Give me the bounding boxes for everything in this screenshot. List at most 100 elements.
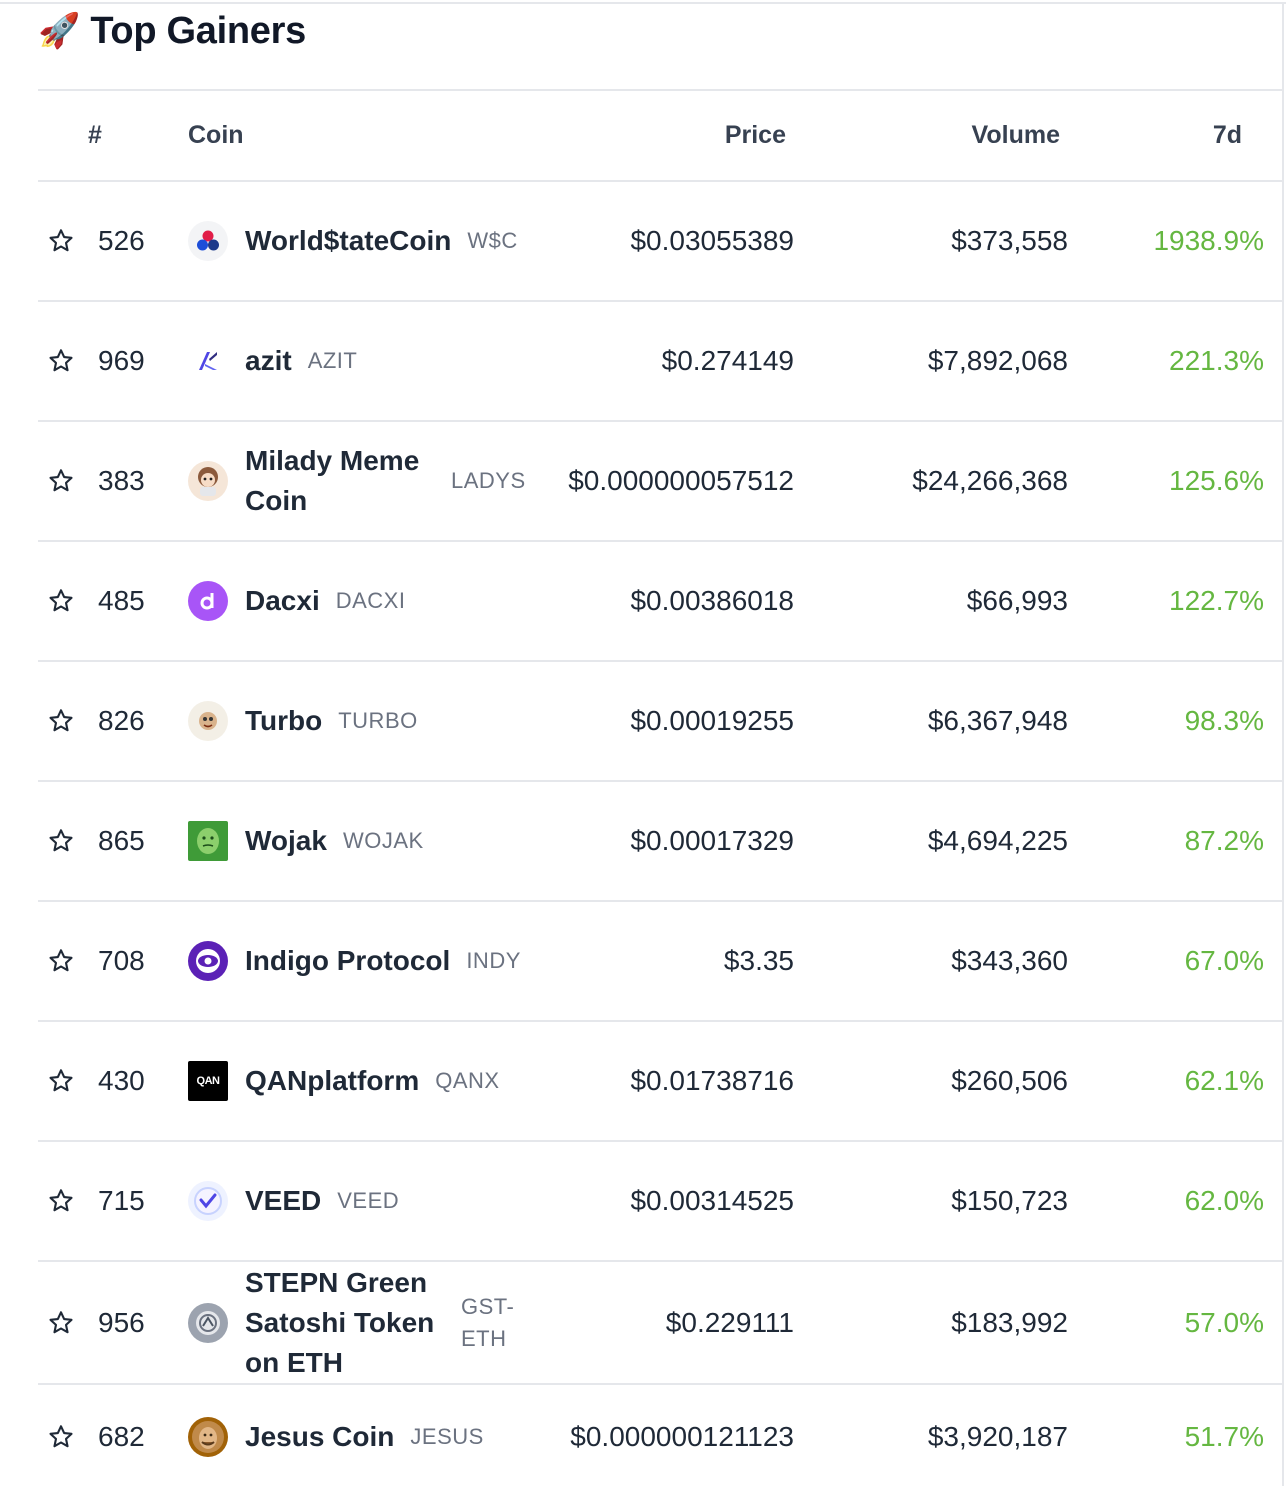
coin-link[interactable]: QAN QANplatform QANX <box>188 1022 558 1140</box>
coin-price: $0.00314525 <box>630 1185 794 1216</box>
jesus-coin-logo-icon <box>188 1417 228 1457</box>
column-header-price[interactable]: Price <box>724 121 786 149</box>
coin-volume: $260,506 <box>951 1065 1068 1096</box>
table-row[interactable]: 969 azit AZIT $0.274149 $7,892,068 221.3% <box>38 300 1284 420</box>
top-border <box>0 2 1286 4</box>
coin-volume: $6,367,948 <box>927 705 1068 736</box>
favorite-star-icon[interactable] <box>47 587 75 615</box>
coin-rank: 485 <box>98 585 145 616</box>
coin-rank: 969 <box>98 345 145 376</box>
coin-link[interactable]: azit AZIT <box>188 302 558 420</box>
coin-name[interactable]: Dacxi <box>245 585 320 616</box>
favorite-star-icon[interactable] <box>47 1067 75 1095</box>
table-row[interactable]: 865 Wojak WOJAK $0.00017329 $4,694,225 87.2% <box>38 780 1284 900</box>
coin-price: $0.03055389 <box>630 225 794 256</box>
favorite-star-icon[interactable] <box>47 1423 75 1451</box>
coin-price: $0.00386018 <box>630 585 794 616</box>
coin-7d-change: 125.6% <box>1169 465 1264 496</box>
favorite-star-icon[interactable] <box>47 467 75 495</box>
favorite-star-icon[interactable] <box>47 707 75 735</box>
coin-name[interactable]: Turbo <box>245 705 323 736</box>
coin-7d-change: 62.1% <box>1184 1065 1264 1096</box>
turbo-logo-icon <box>188 701 228 741</box>
coin-link[interactable]: Jesus Coin JESUS <box>188 1385 558 1489</box>
coin-price: $0.274149 <box>661 345 794 376</box>
coin-name[interactable]: World$tateCoin <box>245 225 452 256</box>
coin-symbol: WOJAK <box>342 828 424 853</box>
coin-price: $0.00017329 <box>630 825 794 856</box>
coin-rank: 715 <box>98 1185 145 1216</box>
coin-name[interactable]: Milady Meme Coin <box>245 445 420 516</box>
coin-rank: 956 <box>98 1306 145 1338</box>
coin-link[interactable]: Milady Meme Coin LADYS <box>188 422 558 540</box>
azit-logo-icon <box>188 341 228 381</box>
table-row[interactable]: 682 Jesus Coin JESUS $0.000000121123 $3,920,… <box>38 1383 1284 1489</box>
coin-symbol: VEED <box>337 1188 400 1213</box>
coin-price: $0.000000057512 <box>568 465 794 496</box>
coin-symbol: TURBO <box>338 708 418 733</box>
coin-7d-change: 87.2% <box>1184 825 1264 856</box>
coin-symbol: JESUS <box>410 1424 484 1449</box>
coin-name[interactable]: VEED <box>245 1185 322 1216</box>
coin-7d-change: 221.3% <box>1169 345 1264 376</box>
favorite-star-icon[interactable] <box>47 347 75 375</box>
coin-volume: $183,992 <box>951 1306 1068 1338</box>
coin-volume: $373,558 <box>951 225 1068 256</box>
table-row[interactable]: 526 World$tateCoin W$C $0.03055389 $373,558 1… <box>38 180 1284 300</box>
coin-link[interactable]: Dacxi DACXI <box>188 542 558 660</box>
table-row[interactable]: 956 STEPN Green Satoshi Token on ETH GST-E… <box>38 1260 1284 1383</box>
coin-name[interactable]: azit <box>245 345 292 376</box>
table-row[interactable]: 826 Turbo TURBO $0.00019255 $6,367,948 98.3% <box>38 660 1284 780</box>
column-header-7d[interactable]: 7d <box>1212 121 1242 149</box>
favorite-star-icon[interactable] <box>47 947 75 975</box>
coin-name[interactable]: QANplatform <box>245 1065 420 1096</box>
table-row[interactable]: 715 VEED VEED $0.00314525 $150,723 62.0% <box>38 1140 1284 1260</box>
table-row[interactable]: 430 QAN QANplatform QANX $0.01738716 $260,506… <box>38 1020 1284 1140</box>
favorite-star-icon[interactable] <box>47 1187 75 1215</box>
favorite-star-icon[interactable] <box>47 1309 75 1337</box>
coin-symbol: W$C <box>467 228 518 253</box>
worldstatecoin-logo-icon <box>188 221 228 261</box>
coin-symbol: LADYS <box>451 468 526 493</box>
column-header-rank[interactable]: # <box>88 121 102 149</box>
veed-logo-icon <box>188 1181 228 1221</box>
table-body: 526 World$tateCoin W$C $0.03055389 $373,558 1… <box>38 180 1284 1489</box>
favorite-star-icon[interactable] <box>47 227 75 255</box>
coin-7d-change: 122.7% <box>1169 585 1264 616</box>
dacxi-logo-icon <box>188 581 228 621</box>
coin-name[interactable]: Jesus Coin <box>245 1421 395 1452</box>
top-gainers-table: # Coin Price Volume 7d 526 World$tateCoin… <box>38 89 1284 1489</box>
table-row[interactable]: 708 Indigo Protocol INDY $3.35 $343,360 67.0% <box>38 900 1284 1020</box>
coin-rank: 865 <box>98 825 145 856</box>
coin-link[interactable]: Indigo Protocol INDY <box>188 902 558 1020</box>
table-row[interactable]: 383 Milady Meme Coin LADYS $0.000000057512 $… <box>38 420 1284 540</box>
coin-name[interactable]: STEPN Green Satoshi Token on ETH <box>245 1266 435 1378</box>
coin-rank: 682 <box>98 1421 145 1452</box>
coin-link[interactable]: World$tateCoin W$C <box>188 182 558 300</box>
coin-link[interactable]: VEED VEED <box>188 1142 558 1260</box>
coin-volume: $66,993 <box>966 585 1068 616</box>
coin-symbol: DACXI <box>335 588 406 613</box>
table-row[interactable]: 485 Dacxi DACXI $0.00386018 $66,993 122.7% <box>38 540 1284 660</box>
coin-name[interactable]: Wojak <box>245 825 327 856</box>
indigo-logo-icon <box>188 941 228 981</box>
qan-logo-icon: QAN <box>188 1061 228 1101</box>
coin-7d-change: 57.0% <box>1184 1306 1264 1338</box>
coin-volume: $7,892,068 <box>927 345 1068 376</box>
coin-name[interactable]: Indigo Protocol <box>245 945 451 976</box>
coin-symbol: QANX <box>435 1068 500 1093</box>
coin-link[interactable]: STEPN Green Satoshi Token on ETH GST-ETH <box>188 1262 558 1383</box>
column-header-volume[interactable]: Volume <box>971 121 1060 149</box>
coin-link[interactable]: Turbo TURBO <box>188 662 558 780</box>
coin-price: $0.00019255 <box>630 705 794 736</box>
coin-symbol: GST-ETH <box>461 1293 515 1351</box>
coin-volume: $4,694,225 <box>927 825 1068 856</box>
favorite-star-icon[interactable] <box>47 827 75 855</box>
coin-link[interactable]: Wojak WOJAK <box>188 782 558 900</box>
wojak-logo-icon <box>188 821 228 861</box>
coin-price: $0.229111 <box>665 1306 794 1338</box>
milady-logo-icon <box>188 461 228 501</box>
rocket-icon: 🚀 <box>38 12 81 50</box>
column-header-coin[interactable]: Coin <box>188 121 244 149</box>
coin-price: $0.000000121123 <box>570 1421 794 1452</box>
